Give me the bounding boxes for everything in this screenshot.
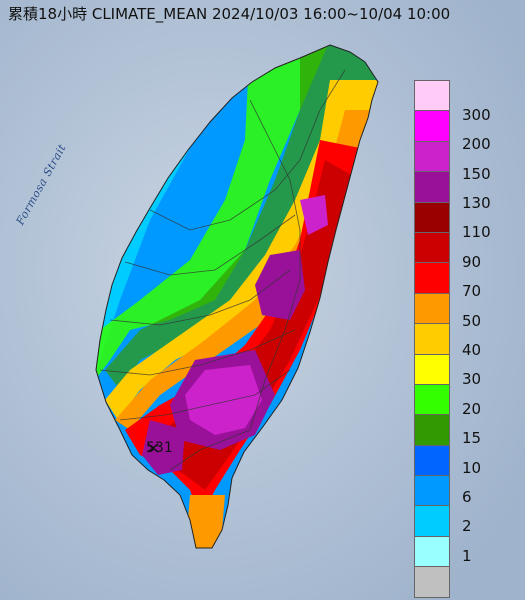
legend-swatch [414,567,450,598]
legend-label: 70 [462,282,482,301]
legend-swatch [414,384,450,416]
max-rain-marker-icon [147,443,159,453]
legend-swatch [414,415,450,446]
legend-swatch [414,536,450,568]
color-legend [414,80,450,598]
legend-swatch [414,141,450,173]
legend-label: 90 [462,252,482,271]
legend-label: 10 [462,458,482,477]
legend-label: 200 [462,135,491,154]
legend-label: 40 [462,340,482,359]
legend-swatch [414,202,450,233]
legend-swatch [414,111,450,142]
max-rain-value: 531 [146,440,173,456]
legend-label: 20 [462,399,482,418]
legend-swatch [414,476,450,507]
legend-label: 50 [462,311,482,330]
legend-swatch [414,293,450,325]
legend-swatch [414,445,450,477]
legend-label: 6 [462,487,472,506]
legend-label: 1 [462,546,472,565]
map-title: 累積18小時 CLIMATE_MEAN 2024/10/03 16:00~10/… [8,5,451,23]
legend-label: 150 [462,164,491,183]
legend-label: 130 [462,193,491,212]
legend-label: 2 [462,517,472,536]
legend-swatch [414,232,450,264]
legend-swatch [414,324,450,355]
legend-swatch [414,354,450,385]
legend-swatch [414,506,450,537]
legend-label: 110 [462,223,491,242]
legend-swatch [414,263,450,294]
legend-label: 300 [462,105,491,124]
legend-swatch [414,80,450,112]
legend-label: 30 [462,370,482,389]
legend-label: 15 [462,429,482,448]
island-outline [95,44,379,549]
legend-swatch [414,172,450,203]
